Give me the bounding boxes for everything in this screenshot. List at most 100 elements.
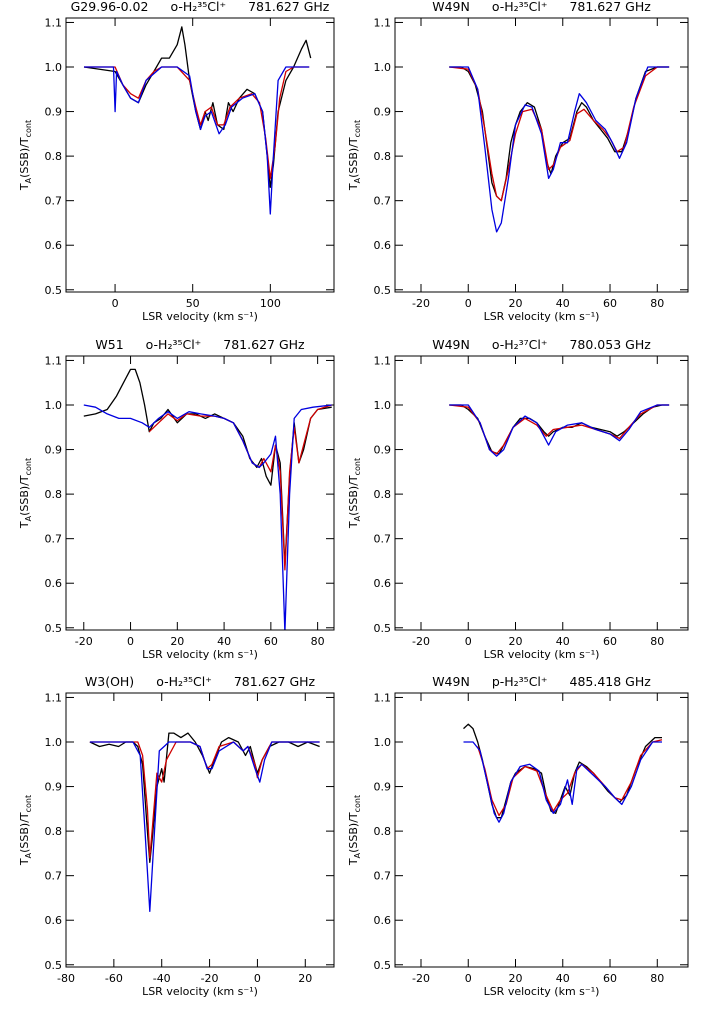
y-axis-label-part: (SSB)/T — [347, 812, 360, 853]
spectra — [83, 26, 312, 215]
x-axis-label: LSR velocity (km s⁻¹) — [484, 648, 600, 661]
y-tick-label: 0.6 — [374, 577, 392, 590]
x-axis-label: LSR velocity (km s⁻¹) — [142, 310, 258, 323]
spectrum-line — [449, 66, 670, 202]
panel-title: W51 o-H₂³⁵Cl⁺ 781.627 GHz — [95, 337, 305, 352]
y-axis-label-part: T — [347, 521, 360, 529]
y-tick-label: 0.8 — [374, 825, 392, 838]
x-tick-label: 0 — [465, 972, 472, 985]
plot-frame — [394, 355, 689, 631]
y-tick-label: 0.6 — [45, 239, 63, 252]
y-axis-label-part: (SSB)/T — [18, 137, 31, 178]
y-axis-label: TA(SSB)/Tcont — [347, 458, 362, 529]
y-axis-label-part: T — [18, 183, 31, 191]
y-axis-label-part: cont — [24, 795, 33, 813]
y-axis-label-part: A — [24, 515, 33, 521]
y-tick-label: 0.5 — [45, 622, 63, 635]
y-tick-label: 1.1 — [45, 16, 63, 29]
x-tick-label: 40 — [217, 635, 231, 648]
y-tick-label: 0.8 — [45, 488, 63, 501]
species: o-H₂³⁵Cl⁺ — [170, 0, 226, 14]
x-tick-label: 40 — [556, 972, 570, 985]
y-axis-label-part: T — [347, 183, 360, 191]
source: W49N — [432, 337, 470, 352]
y-tick-label: 1.1 — [45, 354, 63, 367]
x-tick-label: -20 — [412, 635, 430, 648]
spectrum-line — [449, 404, 670, 457]
spectra — [463, 723, 663, 823]
x-tick-label: 0 — [465, 635, 472, 648]
x-tick-label: 60 — [603, 297, 617, 310]
spectrum-line — [148, 404, 332, 571]
y-tick-label: 0.6 — [45, 577, 63, 590]
y-axis-label-part: A — [353, 852, 362, 858]
x-tick-label: -20 — [75, 635, 93, 648]
x-tick-label: -80 — [57, 972, 75, 985]
x-tick-label: 80 — [650, 297, 664, 310]
spectrum-line — [477, 739, 663, 817]
y-tick-label: 0.9 — [374, 106, 392, 119]
x-tick-label: 0 — [254, 972, 261, 985]
species: o-H₂³⁷Cl⁺ — [492, 337, 548, 352]
source: W49N — [432, 0, 470, 14]
x-tick-label: 20 — [170, 635, 184, 648]
x-tick-label: -40 — [153, 972, 171, 985]
species: o-H₂³⁵Cl⁺ — [146, 337, 202, 352]
y-axis-label-part: (SSB)/T — [18, 812, 31, 853]
y-axis-label-part: cont — [353, 458, 362, 476]
y-tick-label: 0.9 — [45, 444, 63, 457]
x-axis-label: LSR velocity (km s⁻¹) — [142, 985, 258, 998]
x-tick-label: 40 — [556, 635, 570, 648]
y-tick-label: 1.1 — [374, 354, 392, 367]
y-axis-label-part: (SSB)/T — [347, 137, 360, 178]
y-tick-label: 1.1 — [374, 16, 392, 29]
plot-frame — [394, 692, 689, 968]
y-axis-label-part: (SSB)/T — [18, 475, 31, 516]
y-tick-label: 0.5 — [45, 284, 63, 297]
y-tick-label: 0.7 — [45, 870, 63, 883]
x-tick-label: 50 — [186, 297, 200, 310]
y-tick-label: 1.0 — [45, 399, 63, 412]
y-tick-label: 0.7 — [45, 533, 63, 546]
spectra — [449, 66, 670, 233]
panel-title: W49N p-H₂³⁵Cl⁺ 485.418 GHz — [432, 674, 651, 689]
panel-title: W49N o-H₂³⁷Cl⁺ 780.053 GHz — [432, 337, 651, 352]
x-tick-label: 0 — [112, 297, 119, 310]
y-tick-label: 1.1 — [374, 691, 392, 704]
y-axis-label-part: A — [24, 177, 33, 183]
frequency: 780.053 GHz — [569, 337, 651, 352]
y-tick-label: 0.7 — [374, 533, 392, 546]
spectrum-line — [83, 404, 332, 630]
x-tick-label: 60 — [603, 972, 617, 985]
y-tick-label: 1.0 — [45, 736, 63, 749]
x-tick-label: 20 — [298, 972, 312, 985]
y-tick-label: 0.5 — [374, 959, 392, 972]
panel-title: W49N o-H₂³⁵Cl⁺ 781.627 GHz — [432, 0, 651, 14]
plot-frame — [65, 355, 335, 631]
y-tick-label: 0.6 — [374, 914, 392, 927]
y-axis-label-part: cont — [353, 120, 362, 138]
spectrum-line — [463, 741, 662, 823]
y-tick-label: 0.8 — [374, 488, 392, 501]
y-tick-label: 0.5 — [45, 959, 63, 972]
y-tick-label: 0.5 — [374, 622, 392, 635]
spectrum-line — [89, 741, 320, 912]
plot-frame — [65, 17, 335, 293]
x-axis-label: LSR velocity (km s⁻¹) — [142, 648, 258, 661]
y-axis-label: TA(SSB)/Tcont — [18, 458, 33, 529]
y-axis-label-part: T — [18, 858, 31, 866]
y-axis-label-part: T — [347, 858, 360, 866]
x-tick-label: -60 — [105, 972, 123, 985]
y-axis-label-part: A — [353, 177, 362, 183]
frequency: 781.627 GHz — [248, 0, 330, 14]
x-tick-label: 0 — [465, 297, 472, 310]
species: o-H₂³⁵Cl⁺ — [492, 0, 548, 14]
x-tick-label: -20 — [412, 297, 430, 310]
y-tick-label: 0.7 — [45, 195, 63, 208]
x-tick-label: 80 — [650, 972, 664, 985]
y-tick-label: 0.9 — [45, 781, 63, 794]
spectra — [449, 404, 670, 457]
y-tick-label: 1.1 — [45, 691, 63, 704]
x-tick-label: 40 — [556, 297, 570, 310]
